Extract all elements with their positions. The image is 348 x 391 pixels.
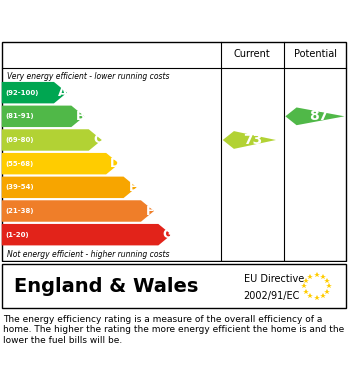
Text: (39-54): (39-54) (5, 184, 34, 190)
Text: B: B (76, 110, 85, 123)
Text: Not energy efficient - higher running costs: Not energy efficient - higher running co… (7, 250, 169, 259)
Polygon shape (2, 82, 67, 103)
Polygon shape (2, 129, 102, 151)
Text: A: A (58, 86, 68, 99)
Polygon shape (2, 153, 119, 174)
Polygon shape (2, 224, 172, 246)
Text: F: F (146, 204, 154, 217)
Text: Current: Current (234, 49, 271, 59)
Text: (21-38): (21-38) (5, 208, 34, 214)
Text: 87: 87 (309, 109, 328, 123)
Text: D: D (110, 157, 120, 170)
Text: C: C (93, 133, 102, 147)
Polygon shape (285, 108, 345, 125)
Text: E: E (128, 181, 137, 194)
Text: The energy efficiency rating is a measure of the overall efficiency of a home. T: The energy efficiency rating is a measur… (3, 315, 345, 344)
Text: England & Wales: England & Wales (14, 277, 198, 296)
Text: (92-100): (92-100) (5, 90, 39, 96)
Text: (1-20): (1-20) (5, 232, 29, 238)
Text: G: G (163, 228, 173, 241)
Text: (69-80): (69-80) (5, 137, 34, 143)
Text: 73: 73 (243, 133, 262, 147)
Text: 2002/91/EC: 2002/91/EC (244, 291, 300, 301)
Polygon shape (223, 131, 276, 149)
Polygon shape (2, 200, 154, 222)
Polygon shape (2, 177, 136, 198)
Text: EU Directive: EU Directive (244, 274, 304, 284)
Polygon shape (2, 106, 84, 127)
Text: Very energy efficient - lower running costs: Very energy efficient - lower running co… (7, 72, 169, 81)
Text: Potential: Potential (294, 49, 337, 59)
Text: (81-91): (81-91) (5, 113, 34, 119)
Text: (55-68): (55-68) (5, 161, 33, 167)
Text: Energy Efficiency Rating: Energy Efficiency Rating (14, 11, 243, 30)
